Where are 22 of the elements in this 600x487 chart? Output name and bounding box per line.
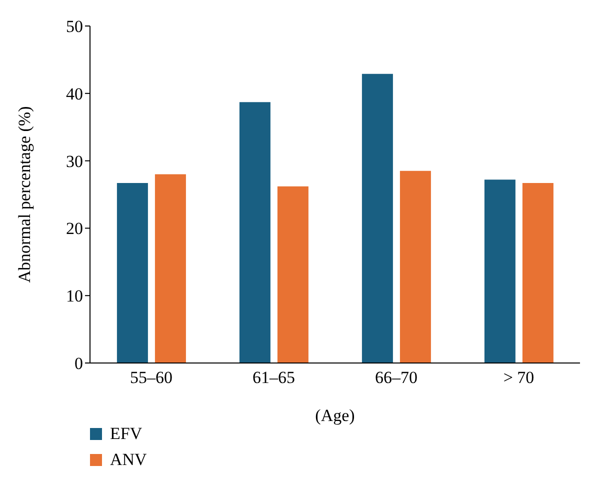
bar — [484, 180, 516, 363]
bar — [277, 186, 308, 363]
x-tick-label: 66–70 — [375, 368, 418, 388]
x-tick-label: > 70 — [503, 368, 534, 388]
y-tick-label: 20 — [66, 219, 83, 238]
y-tick-label: 10 — [66, 286, 83, 306]
legend-label: ANV — [110, 449, 147, 471]
legend-label: EFV — [110, 423, 142, 445]
bar — [154, 174, 186, 363]
y-axis-title: Abnormal percentage (%) — [15, 106, 34, 283]
x-tick-label: 55–60 — [130, 368, 172, 388]
y-tick-label: 40 — [66, 84, 83, 104]
bar — [522, 183, 554, 363]
bar — [116, 183, 148, 363]
x-tick-label: 61–65 — [252, 368, 295, 388]
y-tick-label: 50 — [66, 17, 83, 36]
y-tick-label: 0 — [74, 354, 83, 374]
bar — [362, 74, 393, 363]
y-tick-label: 30 — [66, 152, 83, 171]
x-axis-title: (Age) — [315, 406, 355, 425]
bar — [400, 170, 431, 363]
bar — [239, 102, 270, 363]
